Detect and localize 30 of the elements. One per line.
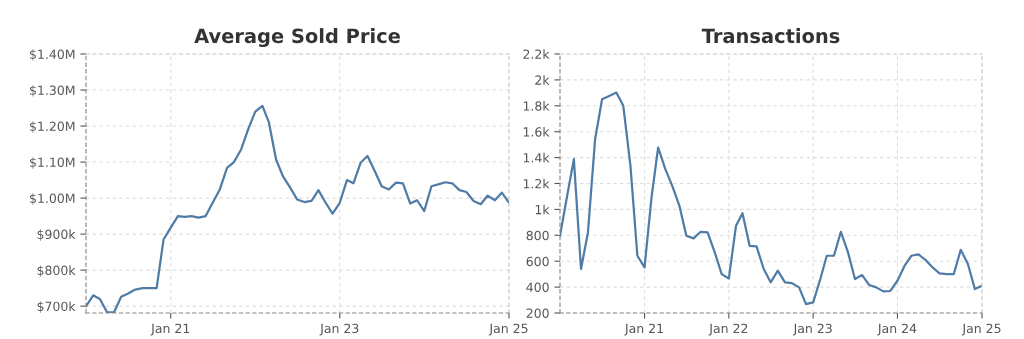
y-tick-label: 600 (526, 256, 549, 267)
y-tick-label: 2.2k (523, 49, 550, 59)
y-tick-label: 2k (535, 75, 550, 85)
x-tick-label: Jan 25 (488, 323, 528, 336)
y-tick-label: 1k (535, 204, 550, 215)
y-tick-label: $1.40M (30, 49, 75, 61)
y-tick-label: $900k (37, 229, 76, 241)
x-tick-label: Jan 22 (708, 323, 748, 336)
x-tick-label: Jan 23 (792, 323, 832, 336)
y-tick-label: $1.10M (30, 157, 75, 169)
y-tick-label: 400 (526, 282, 549, 293)
x-tick-label: Jan 21 (150, 323, 190, 336)
y-tick-label: 200 (526, 308, 549, 318)
chart-title: Average Sold Price (194, 28, 400, 48)
y-tick-label: 1.2k (523, 178, 550, 189)
x-tick-label: Jan 25 (961, 323, 1001, 336)
y-tick-label: 1.6k (523, 126, 550, 137)
y-tick-label: 1.8k (523, 101, 550, 111)
y-tick-label: $800k (37, 265, 76, 277)
chart-title: Transactions (701, 28, 840, 44)
x-tick-label: Jan 24 (877, 323, 917, 336)
y-tick-label: 800 (526, 230, 549, 241)
y-tick-label: $1.00M (30, 193, 75, 205)
y-tick-label: $1.30M (30, 85, 75, 97)
y-tick-label: $1.20M (30, 121, 75, 133)
x-tick-label: Jan 23 (319, 323, 359, 336)
y-tick-label: $700k (37, 301, 76, 313)
y-tick-label: 1.4k (523, 152, 550, 163)
x-tick-label: Jan 21 (624, 323, 663, 336)
line-series (560, 91, 982, 306)
